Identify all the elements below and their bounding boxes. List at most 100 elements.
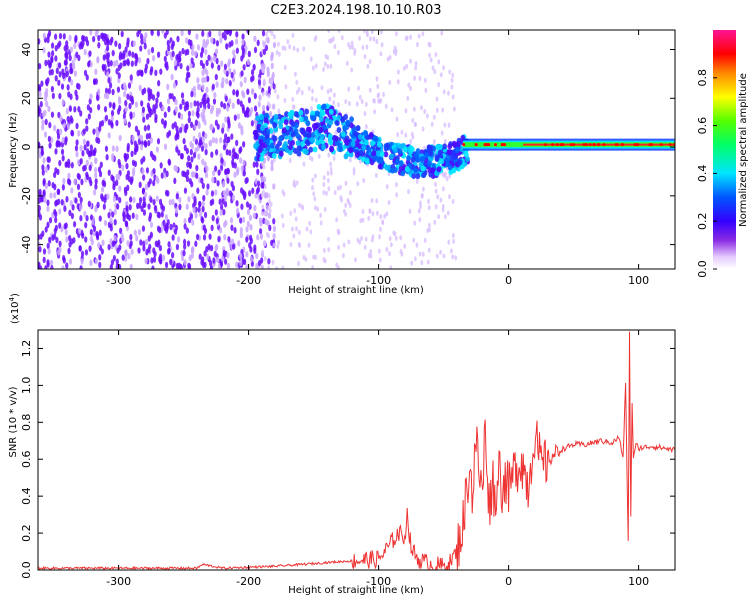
noise-blob — [242, 64, 246, 71]
colorbar-tick-label: 0.4 — [696, 165, 709, 183]
noise-blob — [178, 55, 182, 63]
faint-blob — [443, 122, 447, 128]
noise-blob — [45, 100, 49, 108]
faint-blob — [405, 35, 409, 41]
noise-blob — [125, 205, 129, 212]
noise-blob — [120, 232, 124, 239]
noise-blob — [151, 153, 155, 161]
noise-blob — [48, 217, 53, 224]
noise-blob — [178, 50, 182, 58]
faint-blob — [440, 130, 444, 136]
faint-blob — [291, 96, 295, 102]
noise-blob — [97, 241, 101, 249]
faint-blob — [407, 82, 411, 88]
noise-blob — [97, 88, 101, 95]
noise-blob — [179, 264, 183, 269]
faint-blob — [452, 238, 456, 244]
noise-blob — [144, 238, 148, 246]
noise-blob — [94, 166, 98, 174]
signal-peak — [503, 143, 507, 147]
x-tick-label: -200 — [236, 575, 261, 588]
faint-blob — [410, 260, 414, 266]
ridge-blob — [260, 125, 265, 132]
noise-blob — [133, 229, 137, 236]
noise-blob — [57, 79, 61, 86]
noise-blob — [167, 247, 171, 254]
noise-blob — [38, 246, 42, 253]
noise-blob — [192, 152, 197, 159]
noise-blob — [270, 54, 274, 62]
ridge-blob — [447, 143, 453, 150]
faint-blob — [418, 251, 422, 257]
faint-blob — [394, 235, 398, 241]
noise-blob — [97, 166, 102, 173]
noise-blob — [65, 44, 69, 51]
noise-blob — [166, 98, 171, 105]
noise-blob — [193, 91, 197, 98]
colorbar-tick-label: 0.8 — [696, 69, 709, 87]
faint-blob — [348, 157, 352, 163]
noise-blob — [262, 104, 266, 112]
faint-blob — [412, 106, 416, 112]
noise-blob — [42, 47, 46, 54]
noise-blob — [139, 33, 144, 40]
noise-blob — [272, 218, 276, 225]
noise-blob — [48, 236, 52, 244]
noise-blob — [222, 180, 226, 188]
noise-blob — [122, 60, 126, 67]
faint-blob — [319, 212, 323, 218]
noise-blob — [262, 176, 267, 183]
faint-blob — [326, 63, 330, 70]
noise-blob — [123, 152, 127, 160]
noise-blob — [64, 136, 68, 143]
noise-blob — [204, 142, 208, 150]
faint-blob — [311, 96, 314, 102]
faint-blob — [434, 188, 438, 194]
noise-blob — [85, 74, 89, 81]
noise-blob — [221, 198, 225, 205]
ridge-blob — [284, 111, 289, 118]
ridge-blob — [454, 147, 460, 154]
noise-blob — [87, 200, 91, 207]
noise-blob — [252, 161, 256, 168]
faint-blob — [423, 237, 427, 243]
noise-blob — [79, 215, 83, 222]
signal-peak — [672, 143, 675, 147]
faint-blob — [265, 37, 268, 43]
noise-blob — [116, 108, 121, 115]
faint-blob — [439, 249, 442, 255]
noise-blob — [246, 208, 251, 216]
noise-blob — [212, 257, 216, 264]
ridge-blob — [402, 146, 408, 153]
faint-blob — [412, 237, 416, 243]
ridge-blob — [295, 132, 301, 139]
faint-blob — [360, 235, 363, 242]
noise-blob — [259, 233, 264, 240]
noise-blob — [261, 30, 266, 37]
snr-x-label: Height of straight line (km) — [288, 585, 424, 596]
noise-blob — [80, 178, 84, 186]
noise-blob — [99, 161, 103, 168]
faint-blob — [347, 86, 351, 92]
faint-blob — [340, 197, 343, 203]
noise-blob — [214, 209, 218, 216]
faint-blob — [395, 182, 398, 188]
noise-blob — [97, 104, 101, 111]
faint-blob — [317, 153, 321, 159]
noise-blob — [112, 180, 116, 188]
faint-blob — [332, 155, 336, 161]
noise-blob — [178, 203, 182, 211]
noise-blob — [174, 98, 178, 106]
faint-blob — [348, 190, 352, 196]
noise-blob — [202, 194, 206, 202]
faint-blob — [347, 239, 351, 245]
noise-blob — [85, 215, 89, 222]
faint-blob — [420, 193, 424, 199]
ridge-blob — [368, 131, 374, 138]
noise-blob — [167, 159, 172, 166]
noise-blob — [132, 111, 136, 119]
noise-blob — [115, 258, 119, 265]
noise-blob — [122, 50, 126, 57]
noise-blob — [190, 49, 195, 56]
noise-blob — [227, 61, 231, 68]
